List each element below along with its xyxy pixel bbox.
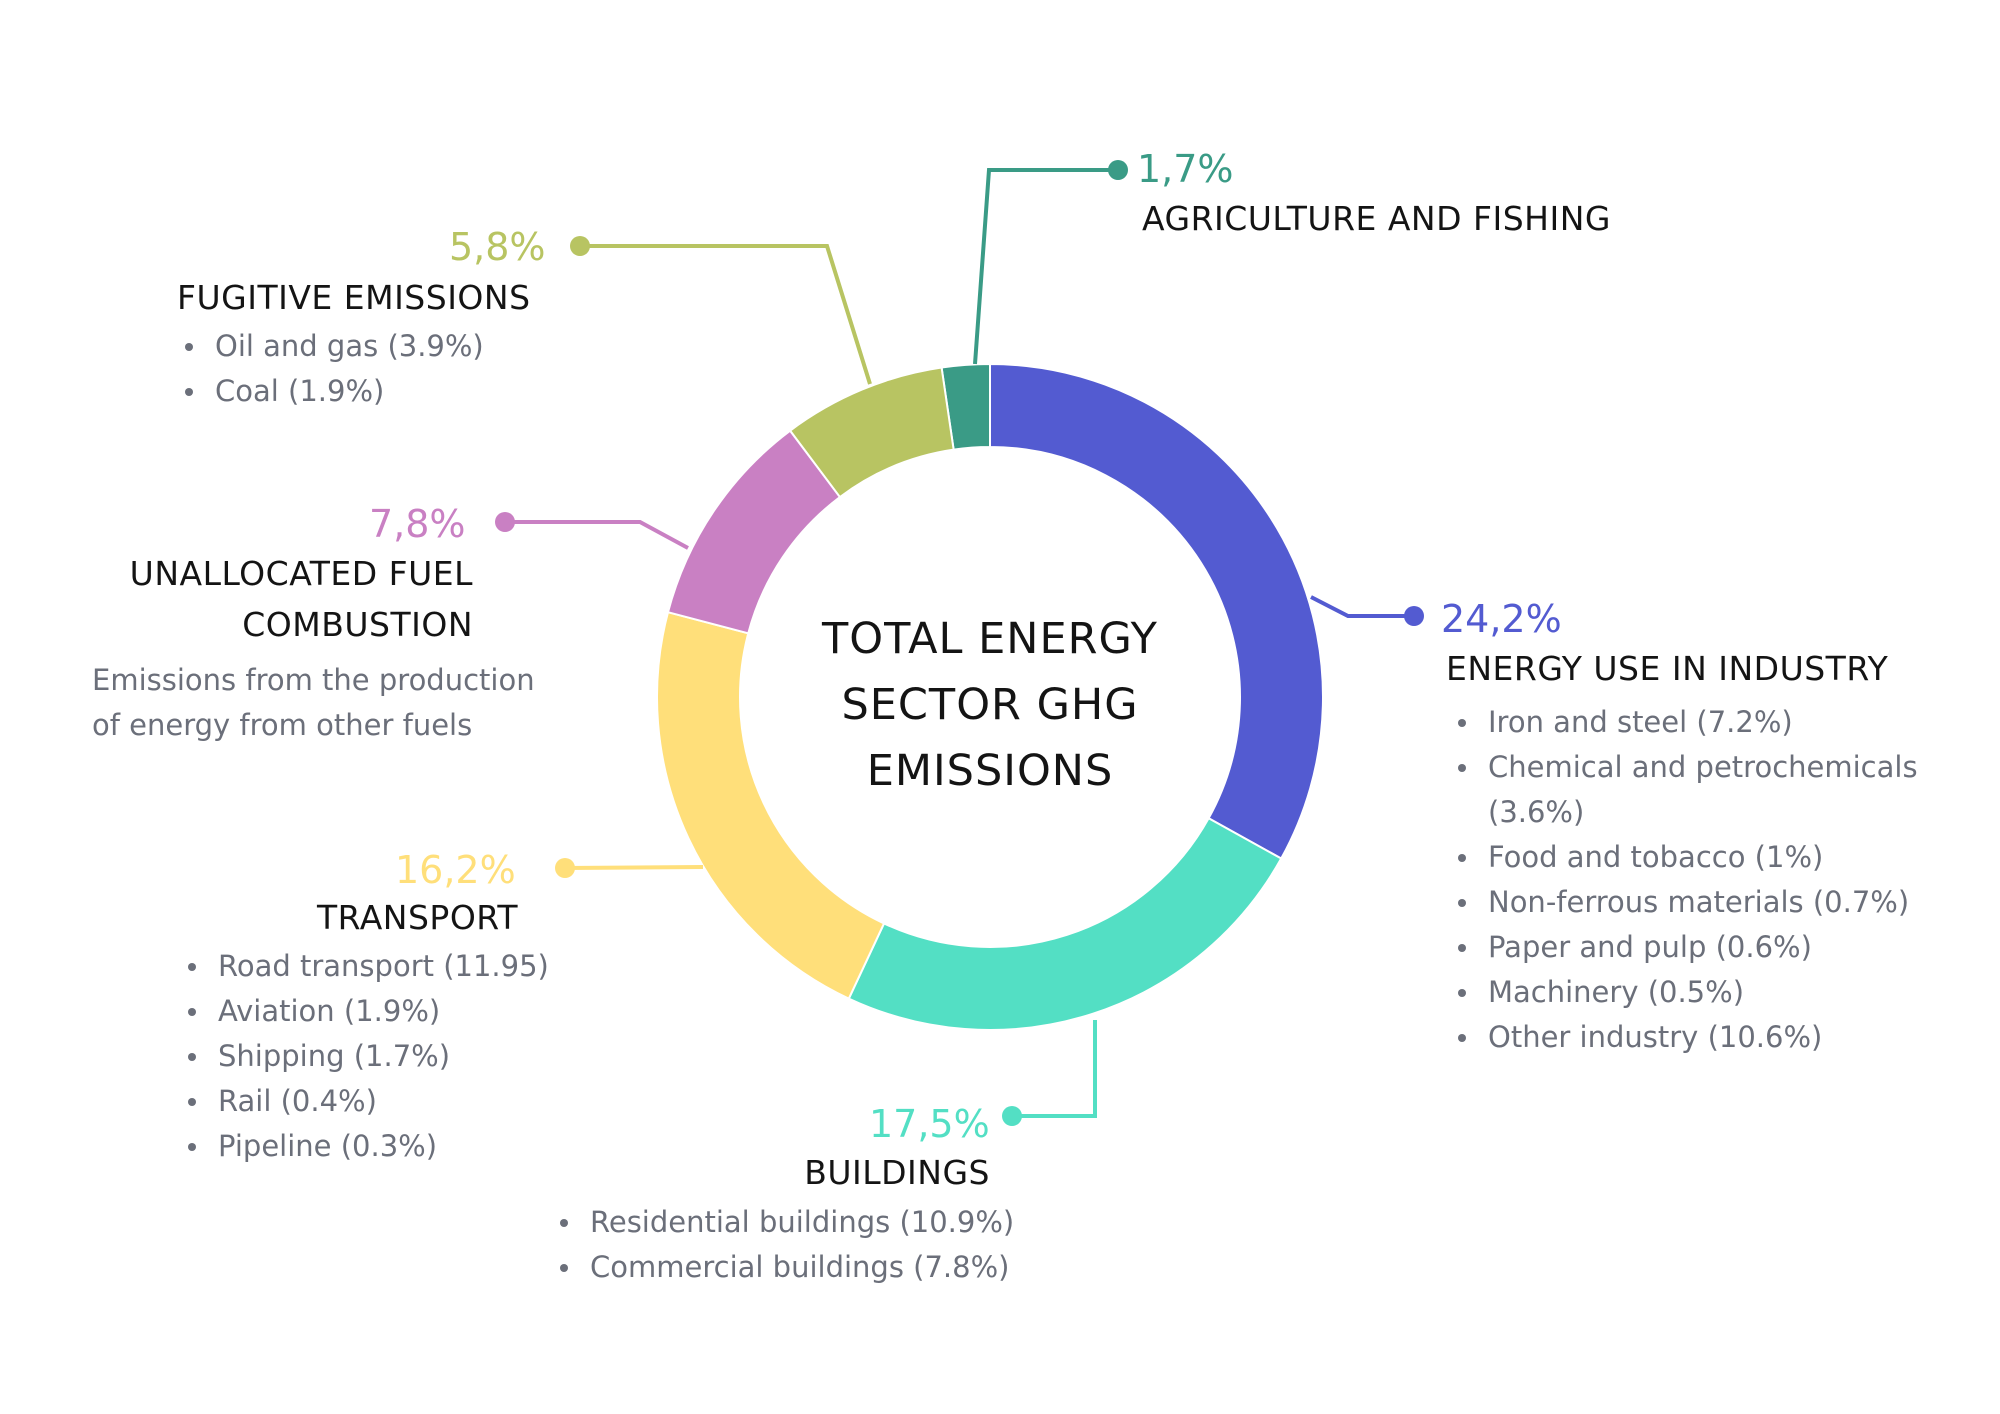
leader-dot-industry [1404, 606, 1424, 626]
unallocated-category-label: UNALLOCATED FUEL COMBUSTION [80, 548, 473, 650]
list-item: Residential buildings (10.9%) [559, 1200, 1014, 1245]
donut-slice-industry [989, 362, 1324, 860]
leader-line-buildings [1012, 1020, 1097, 1118]
chart-title-line-3: EMISSIONS [866, 746, 1114, 796]
unallocated-category-line-1: UNALLOCATED FUEL [129, 554, 473, 593]
leader-dot-unallocated [495, 512, 515, 532]
list-item: Chemical and petrochemicals [1458, 745, 1918, 790]
industry-value-label: 24,2% [1441, 597, 1562, 641]
fugitive-value-label: 5,8% [449, 225, 546, 269]
unallocated-category-line-2: COMBUSTION [242, 605, 473, 645]
leader-dot-agriculture [1108, 160, 1128, 180]
agriculture-value-label: 1,7% [1137, 147, 1234, 191]
transport-category-label: TRANSPORT [316, 898, 518, 937]
leader-line-industry [1310, 595, 1414, 618]
list-item: (3.6%) [1488, 795, 1585, 829]
buildings-category-label: BUILDINGS [804, 1153, 990, 1192]
unallocated-description: Emissions from the production of energy … [92, 658, 535, 748]
list-item: Road transport (11.95) [188, 944, 549, 989]
unallocated-description-line-2: of energy from other fuels [92, 708, 473, 742]
transport-items-list: Road transport (11.95) Aviation (1.9%) S… [180, 944, 549, 1169]
industry-category-label: ENERGY USE IN INDUSTRY [1446, 649, 1889, 688]
fugitive-items-list: Oil and gas (3.9%) Coal (1.9%) [177, 324, 484, 414]
fugitive-category-label: FUGITIVE EMISSIONS [177, 278, 531, 317]
chart-title: TOTAL ENERGY SECTOR GHG EMISSIONS [790, 606, 1190, 804]
industry-items-list: Iron and steel (7.2%) Chemical and petro… [1450, 700, 1918, 1060]
chart-title-line-1: TOTAL ENERGY [822, 614, 1158, 664]
leader-dot-transport [555, 858, 575, 878]
list-item: Coal (1.9%) [185, 369, 484, 414]
list-item: Oil and gas (3.9%) [185, 324, 484, 369]
leader-dot-buildings [1002, 1106, 1022, 1126]
list-item: Paper and pulp (0.6%) [1458, 925, 1918, 970]
list-item: Food and tobacco (1%) [1458, 835, 1918, 880]
list-item: Commercial buildings (7.8%) [559, 1245, 1014, 1290]
list-item: Pipeline (0.3%) [188, 1124, 549, 1169]
donut-slice-buildings [847, 816, 1283, 1031]
list-item: Rail (0.4%) [188, 1079, 549, 1124]
transport-value-label: 16,2% [395, 848, 516, 892]
list-item: Machinery (0.5%) [1458, 970, 1918, 1015]
chart-title-line-2: SECTOR GHG [841, 680, 1139, 730]
list-item: Shipping (1.7%) [188, 1034, 549, 1079]
buildings-value-label: 17,5% [869, 1102, 990, 1146]
leader-line-unallocated [505, 520, 689, 550]
agriculture-category-label: AGRICULTURE AND FISHING [1142, 199, 1611, 238]
unallocated-description-line-1: Emissions from the production [92, 663, 535, 697]
list-item: Non-ferrous materials (0.7%) [1458, 880, 1918, 925]
leader-line-agriculture [973, 168, 1118, 365]
list-item: Iron and steel (7.2%) [1458, 700, 1918, 745]
list-item: Other industry (10.6%) [1458, 1015, 1918, 1060]
leader-line-transport [564, 865, 704, 870]
unallocated-value-label: 7,8% [369, 502, 466, 546]
leader-dot-fugitive [570, 236, 590, 256]
buildings-items-list: Residential buildings (10.9%) Commercial… [552, 1200, 1014, 1290]
list-item: Aviation (1.9%) [188, 989, 549, 1034]
donut-slice-fugitive [788, 366, 955, 499]
leader-line-fugitive [580, 244, 872, 385]
